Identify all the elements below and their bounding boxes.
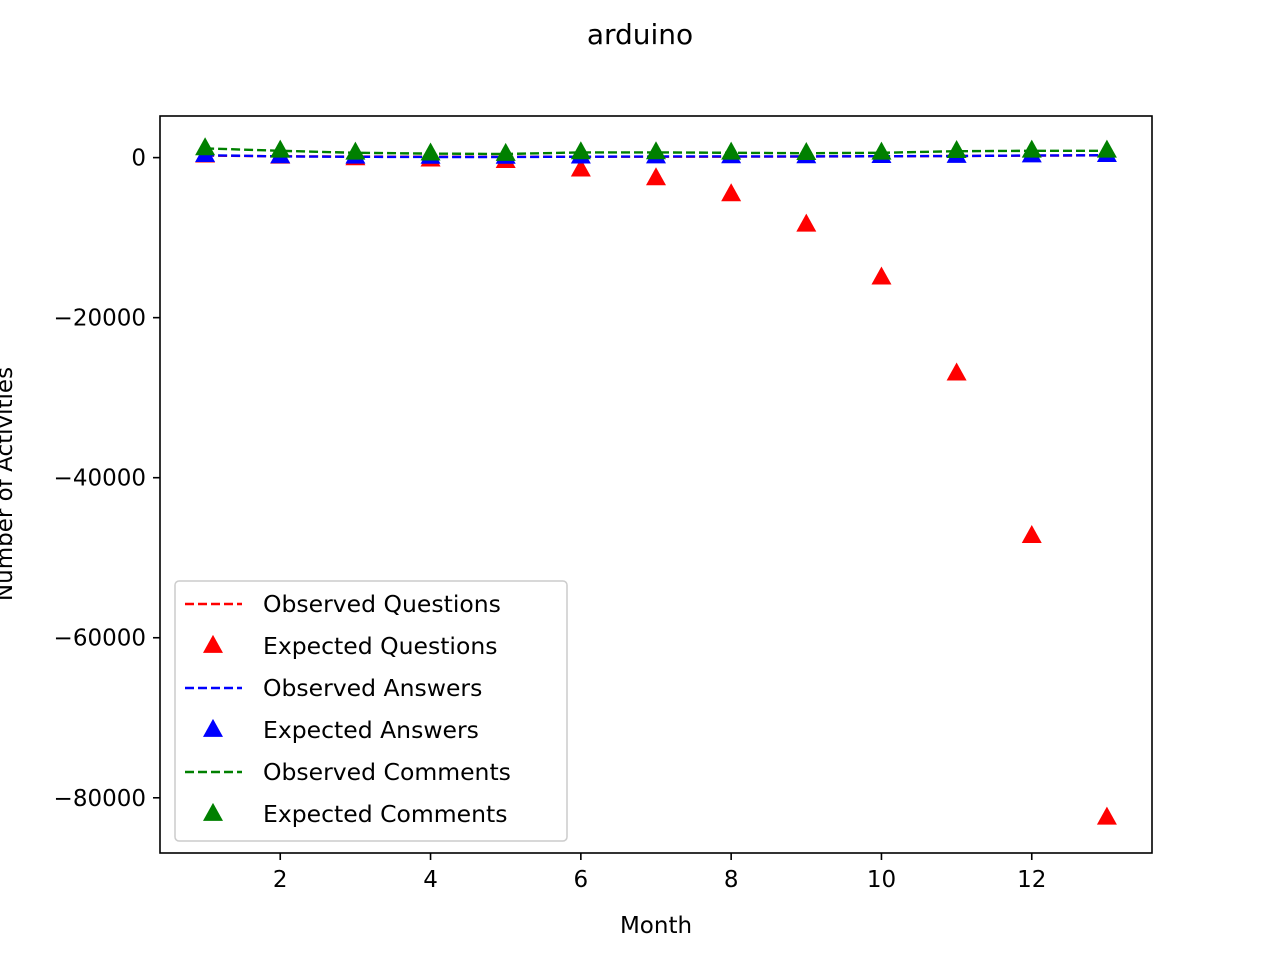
series-1-marker-5 <box>570 158 591 177</box>
x-tick-label-1: 4 <box>423 867 438 893</box>
series-5-marker-2 <box>345 141 366 160</box>
series-5-marker-8 <box>796 142 817 161</box>
series-5-marker-5 <box>570 141 591 160</box>
legend-box <box>174 580 568 842</box>
y-tick-label-4: −80000 <box>54 786 146 812</box>
series-5-marker-9 <box>871 141 892 160</box>
legend-swatch-5 <box>203 802 223 821</box>
y-axis-label: Number of Activities <box>0 367 18 601</box>
legend-label-5: Expected Comments <box>263 800 508 828</box>
series-1-marker-9 <box>871 266 892 285</box>
series-5-marker-6 <box>646 141 666 160</box>
legend-swatch-1 <box>203 634 223 653</box>
legend-label-4: Observed Comments <box>263 758 511 786</box>
legend-label-2: Observed Answers <box>263 674 482 702</box>
legend-swatch-3 <box>203 718 223 737</box>
series-5-marker-10 <box>946 140 967 159</box>
series-5-marker-11 <box>1021 139 1042 158</box>
x-tick-label-5: 12 <box>1017 867 1046 893</box>
series-5-marker-1 <box>270 139 291 158</box>
plot-frame <box>159 115 1153 854</box>
y-tick-label-1: −20000 <box>54 306 146 332</box>
series-1-marker-8 <box>796 213 817 232</box>
x-axis-label: Month <box>620 913 692 939</box>
axis-ticks: 2 4 6 8 10 12 0 −20000 −40000 −60000 −80000 <box>54 146 1047 893</box>
plot-area <box>195 137 1117 825</box>
legend-label-1: Expected Questions <box>263 632 497 660</box>
legend: Observed Questions Expected Questions Obse… <box>174 580 568 842</box>
y-tick-label-3: −60000 <box>54 626 146 652</box>
y-tick-label-0: 0 <box>131 146 146 172</box>
series-1-marker-6 <box>646 167 666 186</box>
x-tick-label-0: 2 <box>273 867 288 893</box>
series-1-marker-11 <box>1021 524 1042 543</box>
legend-label-3: Expected Answers <box>263 716 479 744</box>
series-5-marker-12 <box>1096 139 1117 158</box>
series-1-marker-10 <box>946 362 967 381</box>
series-5-marker-4 <box>495 142 516 161</box>
series-1-marker-12 <box>1096 806 1117 825</box>
y-tick-label-2: −40000 <box>54 466 146 492</box>
series-5-marker-7 <box>721 141 742 160</box>
x-tick-label-3: 8 <box>724 867 739 893</box>
series-1-marker-7 <box>721 183 742 202</box>
series-5-marker-0 <box>195 137 216 156</box>
x-tick-label-2: 6 <box>574 867 589 893</box>
x-tick-label-4: 10 <box>867 867 896 893</box>
legend-label-0: Observed Questions <box>263 590 501 618</box>
chart-title: arduino <box>587 18 693 51</box>
series-5-marker-3 <box>420 142 441 161</box>
